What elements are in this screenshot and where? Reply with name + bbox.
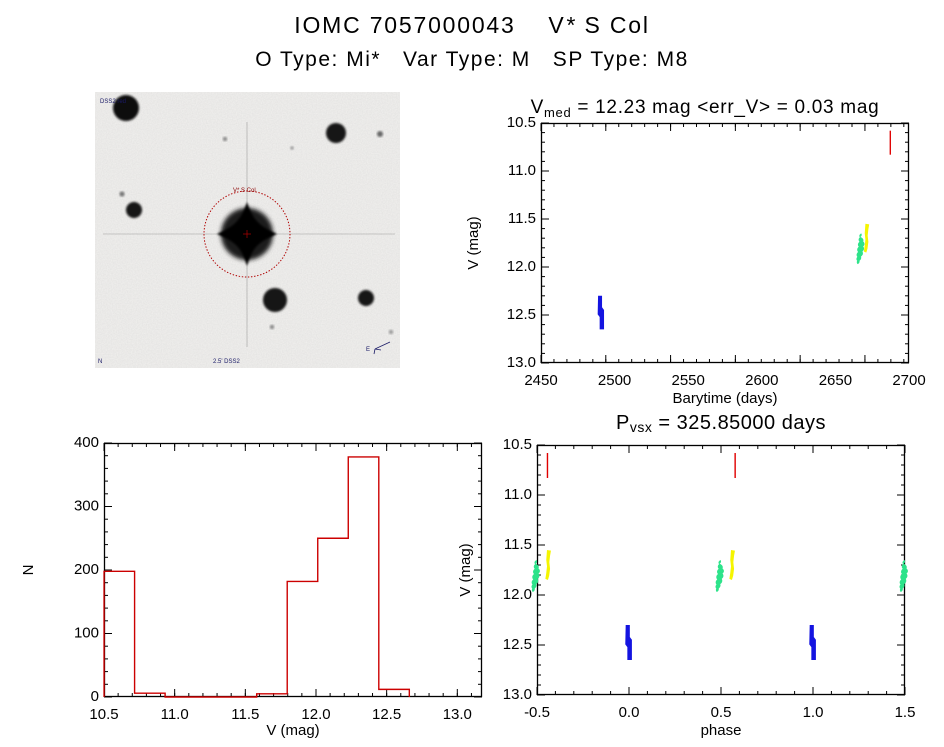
svg-text:12.5: 12.5 <box>507 306 536 323</box>
svg-text:2.5' DSS2: 2.5' DSS2 <box>213 359 240 365</box>
svg-text:13.0: 13.0 <box>507 354 536 371</box>
svg-text:400: 400 <box>74 434 99 451</box>
svg-text:12.5: 12.5 <box>372 706 401 723</box>
svg-text:0.5: 0.5 <box>711 704 732 721</box>
svg-text:DSS2 red: DSS2 red <box>100 99 126 105</box>
svg-text:13.0: 13.0 <box>443 706 472 723</box>
svg-text:1.5: 1.5 <box>895 704 916 721</box>
svg-text:2550: 2550 <box>672 372 705 389</box>
svg-text:0: 0 <box>91 688 99 705</box>
svg-text:100: 100 <box>74 625 99 642</box>
svg-text:V (mag): V (mag) <box>465 216 482 269</box>
svg-text:2650: 2650 <box>819 372 852 389</box>
svg-text:V (mag): V (mag) <box>266 722 319 739</box>
svg-text:12.0: 12.0 <box>507 258 536 275</box>
svg-text:N: N <box>98 359 102 365</box>
svg-text:V (mag): V (mag) <box>457 543 474 596</box>
svg-text:0.0: 0.0 <box>619 704 640 721</box>
svg-text:10.5: 10.5 <box>89 706 118 723</box>
svg-text:11.5: 11.5 <box>231 706 259 723</box>
svg-text:300: 300 <box>74 498 99 515</box>
svg-text:11.5: 11.5 <box>508 210 536 227</box>
svg-text:2500: 2500 <box>598 372 631 389</box>
svg-text:12.0: 12.0 <box>301 706 330 723</box>
svg-text:1.0: 1.0 <box>803 704 824 721</box>
svg-text:13.0: 13.0 <box>503 686 532 703</box>
svg-text:10.5: 10.5 <box>503 436 532 453</box>
svg-text:11.0: 11.0 <box>161 706 189 723</box>
svg-text:200: 200 <box>74 561 99 578</box>
svg-text:11.0: 11.0 <box>504 486 532 503</box>
svg-text:2450: 2450 <box>524 372 557 389</box>
svg-text:V* S Col: V* S Col <box>233 188 256 194</box>
svg-text:E: E <box>366 347 370 353</box>
svg-text:12.0: 12.0 <box>503 586 532 603</box>
svg-text:10.5: 10.5 <box>507 114 536 131</box>
svg-text:N: N <box>20 565 37 576</box>
svg-text:11.0: 11.0 <box>508 162 536 179</box>
svg-text:Barytime (days): Barytime (days) <box>672 390 777 407</box>
svg-text:phase: phase <box>701 722 742 739</box>
svg-text:2700: 2700 <box>892 372 925 389</box>
svg-text:11.5: 11.5 <box>504 536 532 553</box>
svg-text:Pvsx = 325.85000 days: Pvsx = 325.85000 days <box>616 412 826 435</box>
svg-text:12.5: 12.5 <box>503 636 532 653</box>
svg-text:-0.5: -0.5 <box>524 704 550 721</box>
svg-text:2600: 2600 <box>745 372 778 389</box>
